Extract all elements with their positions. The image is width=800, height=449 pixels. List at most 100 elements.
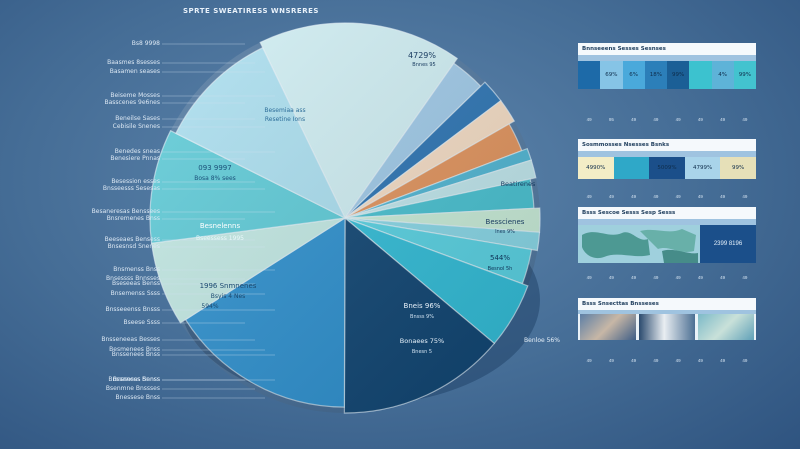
panel-1-cell: 6% bbox=[622, 61, 645, 89]
panel-2: Sosmmosses Nsesses Bsnks 4990% 5009% 4799%… bbox=[578, 139, 756, 179]
inner-label-lower-left-sub: Bsyis 4 Nes bbox=[211, 293, 246, 300]
side-label: Bsenmne Bnssses bbox=[105, 385, 160, 392]
side-label: Bnessese Bnss bbox=[115, 394, 160, 401]
panel-tick-label: 49 bbox=[697, 275, 703, 280]
panel-tick-label: 49 bbox=[742, 358, 748, 363]
panel-tick-label: 49 bbox=[697, 117, 703, 122]
side-label: Bnsseesss Sesesas bbox=[102, 185, 160, 192]
panel-1-cell bbox=[689, 61, 712, 89]
inner-label-right2: Besscienes bbox=[486, 218, 525, 226]
side-label: Bnsessss Bnnsses bbox=[106, 275, 160, 282]
inner-label-top-pct-sub: Bnnes 95 bbox=[412, 62, 435, 68]
panel-tick-label: 49 bbox=[631, 358, 637, 363]
inner-label-mid-left-sub: Bosa 8% sees bbox=[194, 175, 236, 182]
side-label: Benedes sneas bbox=[114, 148, 160, 155]
side-label: Bseseeas Benss bbox=[111, 280, 160, 287]
panel-tick-label: 49 bbox=[653, 275, 659, 280]
panel-3: Bsss Sescoe Sesss Sesp Sesss 2399 8196 bbox=[578, 207, 756, 263]
panel-1-title: Bnnseeens Sesses Sesnses bbox=[578, 43, 756, 55]
inner-label-bottom1-sub: Bnsss 9% bbox=[410, 314, 434, 320]
panel-tick-label: 49 bbox=[675, 275, 681, 280]
panel-tick-label: 49 bbox=[675, 117, 681, 122]
inner-label-top-left-sub: Resetine Ions bbox=[265, 116, 305, 123]
panel-tick-label: 49 bbox=[631, 194, 637, 199]
panel-tick-label: 95 bbox=[608, 117, 614, 122]
panel-tick-label: 49 bbox=[631, 275, 637, 280]
panel-2-cell bbox=[613, 157, 650, 179]
side-label: Beiseme Mosses bbox=[110, 92, 160, 99]
panel-tick-label: 49 bbox=[653, 117, 659, 122]
inner-label-top-left: Besemiaa ass bbox=[264, 107, 305, 114]
panel-3-map: 2399 8196 bbox=[578, 225, 756, 263]
side-label: Bnsesnsd Snenes bbox=[107, 243, 160, 250]
panel-2-ticks: 49 49 49 49 49 49 49 49 bbox=[578, 194, 756, 199]
side-label: Basamen seases bbox=[109, 68, 160, 75]
side-label: Cebisile Snenes bbox=[112, 123, 160, 130]
panel-1-cell: 4% bbox=[711, 61, 734, 89]
side-label: Bnsmenss Bnss bbox=[113, 266, 160, 273]
side-label: Bnsremenes Bnss bbox=[106, 215, 160, 222]
side-label: Bnsseneeas Besses bbox=[101, 336, 160, 343]
side-label: Bnsseeenss Bnsss bbox=[105, 306, 160, 313]
side-label: Bnssesss Bnnss bbox=[112, 376, 160, 383]
panel-tick-label: 49 bbox=[586, 194, 592, 199]
thumbnail-image-3 bbox=[698, 314, 754, 340]
panel-1-cells: 69% 6% 18% 99% 4% 99% bbox=[578, 61, 756, 89]
inner-label-right2-sub: Ines 9% bbox=[495, 229, 515, 235]
side-label: Beeseaes Bensess bbox=[104, 236, 160, 243]
panel-4-thumbnails bbox=[578, 314, 756, 340]
panel-3-value: 2399 8196 bbox=[700, 225, 756, 263]
leader-lines bbox=[162, 43, 275, 399]
inner-label-right3-sub: Besnol 5h bbox=[488, 266, 513, 272]
panel-tick-label: 49 bbox=[742, 275, 748, 280]
panel-4-ticks: 49 49 49 49 49 49 49 49 bbox=[578, 358, 756, 363]
panel-tick-label: 49 bbox=[742, 194, 748, 199]
side-label: Basscenes 9e6nes bbox=[104, 99, 160, 106]
inner-label-top-pct: 4729% bbox=[408, 51, 436, 60]
panel-2-title: Sosmmosses Nsesses Bsnks bbox=[578, 139, 756, 151]
chart-title: SPRTE SWEATIRESS WNSRERES bbox=[183, 7, 319, 15]
panel-4-subbar bbox=[578, 310, 756, 314]
side-label: Baasmes 8sesses bbox=[107, 59, 160, 66]
panel-3-title: Bsss Sescoe Sesss Sesp Sesss bbox=[578, 207, 756, 219]
side-label: Bs8 9998 bbox=[131, 40, 160, 47]
panel-tick-label: 49 bbox=[631, 117, 637, 122]
panel-3-ticks: 49 49 49 49 49 49 49 49 bbox=[578, 275, 756, 280]
thumbnail-image-1 bbox=[580, 314, 636, 340]
panel-2-subbar bbox=[578, 151, 756, 157]
panel-1-subbar bbox=[578, 55, 756, 61]
inner-label-mid2-sub: Bseessess 1995 bbox=[196, 235, 244, 242]
side-label: Bnsemenss Ssss bbox=[110, 290, 160, 297]
panel-1-cell: 99% bbox=[733, 61, 756, 89]
side-label: Beneilse Sases bbox=[115, 115, 160, 122]
panel-tick-label: 49 bbox=[608, 275, 614, 280]
panel-2-cells: 4990% 5009% 4799% 99% bbox=[578, 157, 756, 179]
thumbnail-image-2 bbox=[639, 314, 695, 340]
panel-1-ticks: 49 95 49 49 49 49 49 49 bbox=[578, 117, 756, 122]
panel-tick-label: 49 bbox=[608, 358, 614, 363]
panel-tick-label: 49 bbox=[586, 358, 592, 363]
panel-tick-label: 49 bbox=[675, 194, 681, 199]
panel-tick-label: 49 bbox=[586, 275, 592, 280]
panel-1-cell: 69% bbox=[600, 61, 623, 89]
panel-tick-label: 49 bbox=[720, 275, 726, 280]
side-label: Benesiere Pnnas bbox=[110, 155, 160, 162]
inner-label-bottom-right: Benloe 56% bbox=[524, 337, 560, 344]
panel-tick-label: 49 bbox=[697, 358, 703, 363]
side-label: Bnssenees Senss bbox=[108, 376, 160, 383]
panel-3-subbar bbox=[578, 219, 756, 225]
panel-2-cell: 99% bbox=[720, 157, 756, 179]
inner-label-bottom2: Bonaees 75% bbox=[400, 337, 444, 345]
side-label: Besaneresas Benssees bbox=[91, 208, 160, 215]
panel-tick-label: 49 bbox=[720, 194, 726, 199]
inner-label-lower-left-pct: 594% bbox=[201, 303, 218, 310]
panel-2-cell: 5009% bbox=[649, 157, 685, 179]
inner-label-mid2: Besnelenns bbox=[200, 222, 241, 230]
inner-label-bottom1: Bneis 96% bbox=[404, 302, 441, 310]
panel-tick-label: 49 bbox=[608, 194, 614, 199]
panel-4-title: Bsss Snsecttas Bnsseses bbox=[578, 298, 756, 310]
panel-2-cell: 4990% bbox=[578, 157, 614, 179]
inner-label-right1: Beatirenes bbox=[501, 180, 536, 188]
inner-label-bottom2-sub: Bnesn 5 bbox=[412, 349, 432, 355]
panel-1-cell: 99% bbox=[667, 61, 690, 89]
